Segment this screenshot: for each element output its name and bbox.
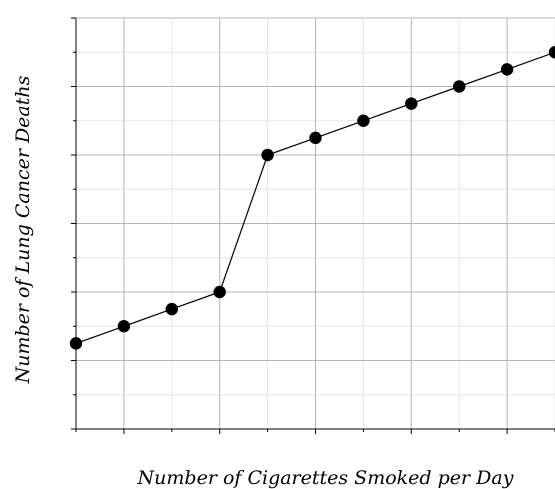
- data-point: [213, 285, 226, 299]
- data-point: [69, 337, 83, 350]
- data-point: [165, 302, 178, 316]
- x-axis-title: Number of Cigarettes Smoked per Day: [137, 467, 514, 489]
- data-point: [357, 114, 370, 127]
- data-point: [117, 320, 131, 333]
- data-point: [548, 46, 555, 59]
- tick-marks: [71, 17, 555, 434]
- y-axis-title: Number of Lung Cancer Deaths: [12, 75, 34, 384]
- series: [69, 46, 555, 350]
- data-point: [261, 148, 274, 162]
- data-point: [405, 97, 418, 110]
- data-point: [500, 63, 514, 76]
- data-point: [453, 80, 466, 93]
- data-point: [309, 131, 322, 145]
- major-grid: [76, 18, 555, 429]
